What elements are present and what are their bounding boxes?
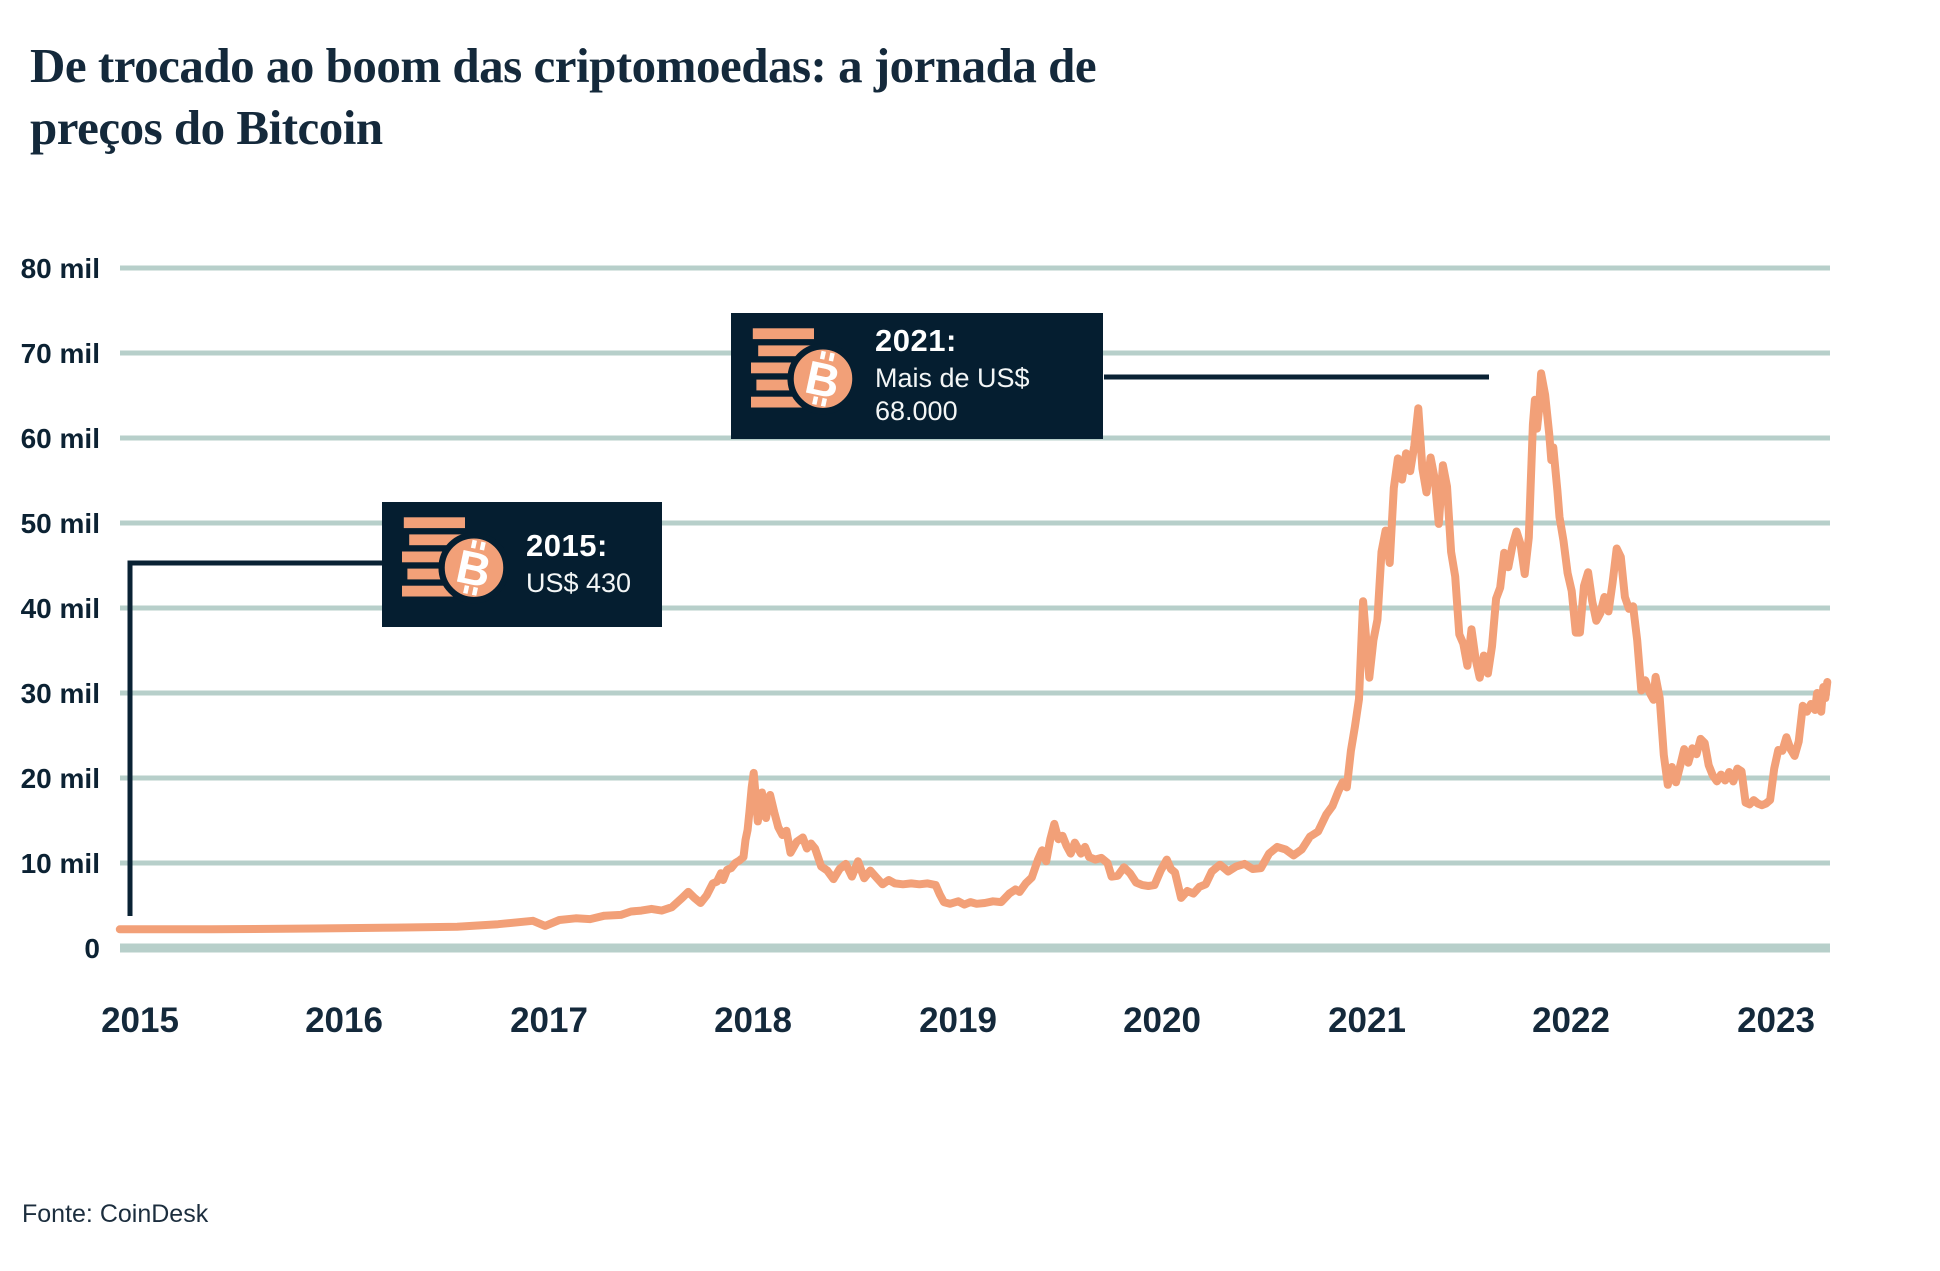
bitcoin-coin-circle: [787, 343, 859, 415]
page-title: De trocado ao boom das criptomoedas: a j…: [30, 35, 1530, 158]
bitcoin-coin-stack-icon: B: [402, 516, 510, 603]
x-axis-label-2021: 2021: [1328, 1001, 1406, 1040]
annotation-2015-year: 2015:: [526, 527, 608, 563]
y-axis-label-60-mil: 60 mil: [21, 423, 100, 454]
annotation-2015-value: US$ 430: [526, 568, 632, 599]
page-title-line-2: preços do Bitcoin: [30, 99, 383, 155]
x-axis-label-2016: 2016: [305, 1001, 383, 1040]
bitcoin-coin-circle: [438, 531, 510, 603]
x-axis-label-2020: 2020: [1123, 1001, 1201, 1040]
x-axis-label-2015: 2015: [101, 1001, 179, 1040]
bitcoin-price-line: [115, 369, 1832, 934]
annotation-2015-text: 2015: US$ 430: [526, 527, 632, 600]
y-axis-label-10-mil: 10 mil: [21, 848, 100, 879]
source-credit: Fonte: CoinDesk: [22, 1200, 209, 1228]
bitcoin-coin-stack-icon: B: [751, 328, 859, 415]
y-axis-label-0: 0: [84, 933, 100, 964]
y-axis-label-80-mil: 80 mil: [21, 253, 100, 284]
y-axis-label-20-mil: 20 mil: [21, 763, 100, 794]
annotation-2021-value: Mais de US$ 68.000: [875, 363, 1030, 427]
x-axis-label-2023: 2023: [1737, 1001, 1815, 1040]
annotation-2021-text: 2021: Mais de US$ 68.000: [875, 323, 1085, 428]
x-axis-label-2018: 2018: [714, 1001, 792, 1040]
x-axis-label-2017: 2017: [510, 1001, 588, 1040]
y-axis-label-50-mil: 50 mil: [21, 508, 100, 539]
y-axis-label-70-mil: 70 mil: [21, 338, 100, 369]
annotation-2021-year: 2021:: [875, 323, 957, 359]
coin-stack-bars: [751, 328, 829, 408]
y-axis-label-40-mil: 40 mil: [21, 593, 100, 624]
x-axis-label-2019: 2019: [919, 1001, 997, 1040]
annotation-2015-callout: B 2015: US$ 430: [382, 502, 662, 627]
page-title-line-1: De trocado ao boom das criptomoedas: a j…: [30, 37, 1097, 93]
annotation-connector-2015: [127, 560, 383, 916]
x-axis-label-2022: 2022: [1532, 1001, 1610, 1040]
annotation-2021-callout: B 2021: Mais de US$ 68.000: [731, 313, 1103, 439]
coin-stack-bars: [402, 516, 480, 596]
y-axis-label-30-mil: 30 mil: [21, 678, 100, 709]
